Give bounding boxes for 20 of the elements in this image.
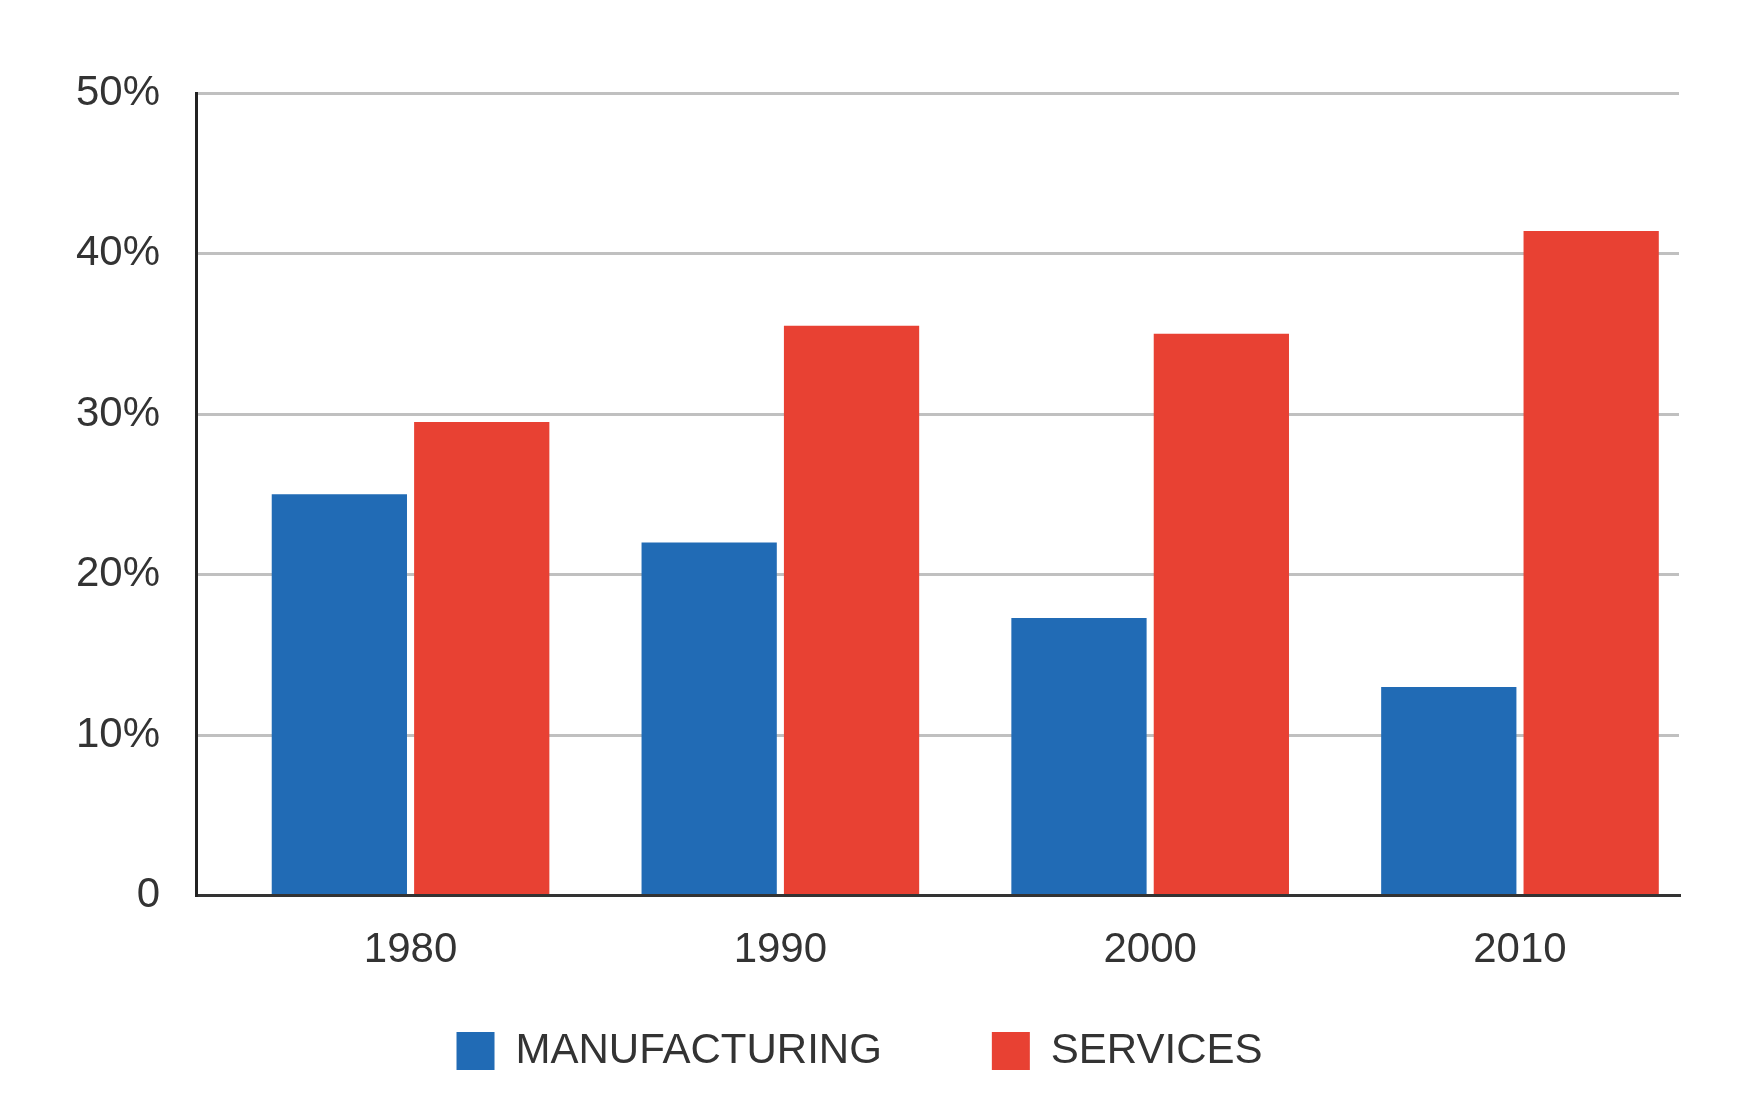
y-tick-label: 40% bbox=[76, 227, 161, 275]
y-tick-label: 30% bbox=[76, 387, 161, 435]
x-tick-label: 1990 bbox=[733, 924, 828, 972]
bar bbox=[414, 422, 550, 895]
bar bbox=[783, 325, 920, 895]
legend-label: SERVICES bbox=[1050, 1024, 1263, 1072]
bar bbox=[1523, 231, 1659, 895]
x-tick-label: 2010 bbox=[1473, 924, 1567, 972]
y-tick-label: 50% bbox=[76, 66, 161, 114]
y-tick-label: 20% bbox=[76, 548, 161, 596]
x-tick-label: 1980 bbox=[363, 924, 458, 972]
bar bbox=[1011, 617, 1147, 895]
legend-label: MANUFACTURING bbox=[515, 1024, 882, 1072]
bar bbox=[1381, 686, 1517, 895]
bar bbox=[641, 542, 777, 895]
y-tick-label: 0 bbox=[136, 869, 161, 917]
y-tick-label: 10% bbox=[76, 708, 161, 756]
bar bbox=[271, 494, 407, 895]
x-tick-label: 2000 bbox=[1103, 924, 1197, 972]
bar bbox=[1153, 333, 1289, 895]
